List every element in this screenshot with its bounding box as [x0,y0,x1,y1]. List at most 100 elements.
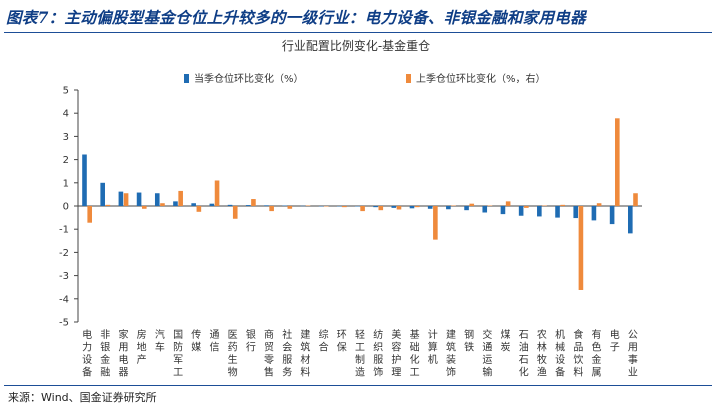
x-category-label: 国防军工 [173,329,183,379]
x-category-label: 纺织服饰 [373,328,383,379]
source-rule [4,385,712,386]
bar-current [609,206,615,225]
x-category-label: 食品饮料 [573,328,583,379]
x-category-label: 钢铁 [464,328,474,354]
bar-previous [578,206,584,290]
legend-label-1: 上季仓位环比变化（%，右） [416,72,546,85]
bar-current [136,192,142,206]
bar-current [573,206,579,219]
bar-previous [342,206,347,208]
bar-current [518,206,524,216]
x-category-label: 煤炭 [501,328,511,354]
bar-previous [378,206,384,211]
x-category-label: 环保 [337,330,347,354]
bars-group [82,118,638,290]
x-category-label: 综合 [319,328,329,354]
x-category-label: 建筑装饰 [446,328,456,379]
chart-legend: 当季仓位环比变化（%） 上季仓位环比变化（%，右） [184,72,546,85]
bar-previous [251,199,256,206]
chart-title: 行业配置比例变化-基金重仓 [282,38,430,53]
x-category-label: 非银金融 [100,329,110,379]
bar-previous [560,204,566,206]
legend-label-0: 当季仓位环比变化（%） [194,72,304,85]
legend-swatch-0 [184,74,189,83]
title-rule [4,32,712,33]
bar-current [264,205,269,206]
category-labels: 电力设备非银金融家用电器房地产汽车国防军工传媒通信医药生物银行商贸零售社会服务建… [82,328,638,379]
bar-previous [615,118,620,206]
bar-previous [269,206,274,212]
bar-current [537,206,542,217]
bar-previous [178,190,183,206]
x-category-label: 传媒 [191,329,201,354]
bar-previous [360,206,365,212]
x-category-label: 医药生物 [228,329,238,379]
bar-current [82,154,87,206]
bar-previous [524,206,529,208]
bar-current [591,206,597,221]
bar-previous [160,203,165,206]
bar-previous [433,206,438,240]
bar-current [100,182,105,206]
legend-swatch-1 [406,74,411,83]
x-category-label: 电力设备 [82,328,92,379]
x-category-label: 通信 [209,329,219,354]
x-category-label: 电子 [610,328,620,354]
y-tick-label: -2 [59,248,69,259]
x-category-label: 计算机 [428,328,438,366]
bar-current [154,193,160,206]
x-category-label: 有色金属 [592,328,602,379]
bar-current [482,206,488,213]
x-category-label: 商贸零售 [264,328,274,379]
bar-current [191,203,196,206]
bar-current [555,206,560,218]
x-category-label: 建筑材料 [300,328,310,379]
bar-current [227,204,233,206]
bar-previous [596,203,602,206]
bar-current [173,201,178,206]
bar-previous [633,193,638,206]
source-note: 来源：Wind、国金证券研究所 [8,391,157,404]
bar-current [245,205,251,206]
x-category-label: 房地产 [137,328,147,366]
bar-current [209,203,215,206]
figure-title: 图表7：主动偏股型基金仓位上升较多的一级行业：电力设备、非银金融和家用电器 [6,8,586,27]
bar-previous [469,203,475,206]
bar-previous [196,206,202,212]
bar-previous [232,206,238,219]
bar-chart: 行业配置比例变化-基金重仓 当季仓位环比变化（%） 上季仓位环比变化（%，右） -… [59,38,642,379]
x-category-label: 社会服务 [282,328,292,379]
y-tick-label: 0 [63,202,69,213]
y-tick-label: 5 [63,86,69,97]
y-tick-label: -1 [59,225,69,236]
bar-current [391,206,397,208]
x-category-label: 机械设备 [555,328,565,379]
bar-current [446,206,451,210]
x-category-label: 美容护理 [391,328,401,379]
x-category-label: 基础化工 [410,328,420,379]
x-category-label: 石油石化 [519,330,529,379]
bar-current [427,206,433,209]
x-category-label: 公用事业 [628,330,638,379]
x-category-label: 交通运输 [482,328,492,379]
bar-previous [105,204,111,206]
y-axis: -5 -4 -3 -2 -1 0 1 2 3 4 5 [59,86,642,329]
bar-previous [505,201,511,206]
bar-previous [87,206,92,223]
bar-current [628,206,633,234]
bar-current [500,206,506,215]
bar-current [409,206,415,209]
y-tick-label: 1 [63,178,69,189]
y-tick-label: 3 [63,132,69,143]
x-category-label: 轻工制造 [355,328,365,379]
bar-previous [214,180,220,206]
y-tick-label: -5 [59,318,69,329]
bar-previous [123,193,129,206]
bar-current [373,206,378,208]
y-tick-label: -4 [59,294,69,305]
x-category-label: 银行 [246,328,256,354]
bar-previous [414,206,420,208]
bar-current [118,191,124,206]
bar-previous [141,206,147,209]
y-tick-label: -3 [59,271,69,282]
